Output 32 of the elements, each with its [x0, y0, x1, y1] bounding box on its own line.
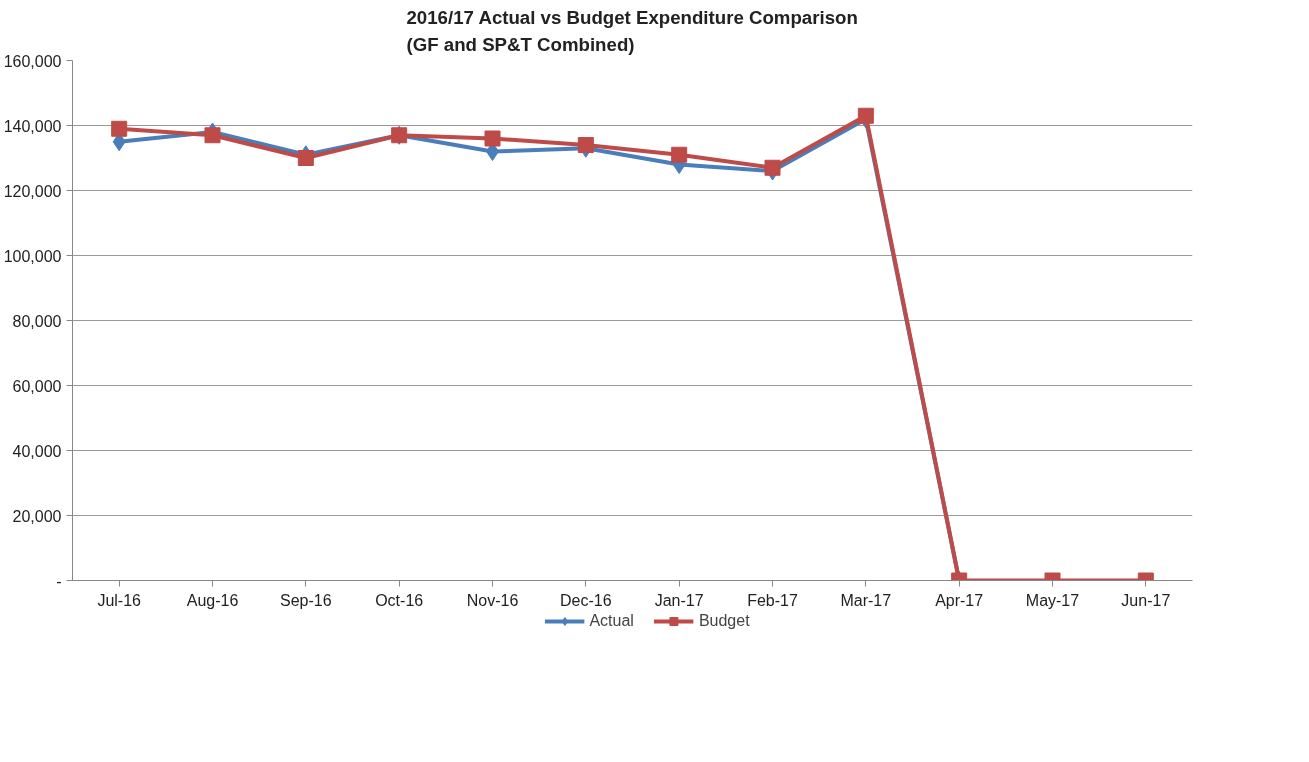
x-tick-label: Nov-16: [466, 591, 519, 609]
y-tick-label: 120,000: [3, 182, 62, 200]
point: [484, 130, 501, 147]
x-tick-label: Aug-16: [186, 591, 239, 609]
chart-title: 2016/17 Actual vs Budget Expenditure Comparison (GF and SP&T Combined): [406, 7, 858, 56]
y-tick-label: 40,000: [12, 442, 62, 460]
y-tick-label: 140,000: [3, 117, 62, 135]
x-tick-label: Feb-17: [747, 591, 798, 609]
point: [297, 150, 314, 166]
point: [204, 127, 221, 144]
legend-label: Budget: [698, 611, 750, 631]
x-tick-label: May-17: [1025, 591, 1080, 609]
y-tick-label: 80,000: [12, 312, 62, 330]
x-tick-label: Jan-17: [654, 591, 704, 609]
point: [577, 137, 594, 153]
y-tick-label: -: [56, 572, 62, 590]
point: [671, 146, 688, 163]
point: [111, 120, 128, 137]
x-tick-label: Jul-16: [97, 591, 142, 609]
x-tick-label: Dec-16: [560, 591, 612, 609]
y-tick-label: 160,000: [3, 52, 62, 70]
y-tick-label: 20,000: [12, 507, 62, 525]
x-tick-label: Jun-17: [1121, 591, 1171, 609]
y-tick-label: 100,000: [3, 247, 62, 265]
legend-label: Actual: [589, 611, 634, 631]
x-tick-label: Mar-17: [840, 591, 892, 609]
point: [764, 159, 781, 176]
x-tick-label: Oct-16: [375, 591, 424, 609]
point: [857, 107, 874, 124]
y-tick-label: 60,000: [12, 377, 62, 395]
x-tick-label: Sep-16: [280, 591, 332, 609]
x-tick-label: Apr-17: [935, 591, 984, 609]
